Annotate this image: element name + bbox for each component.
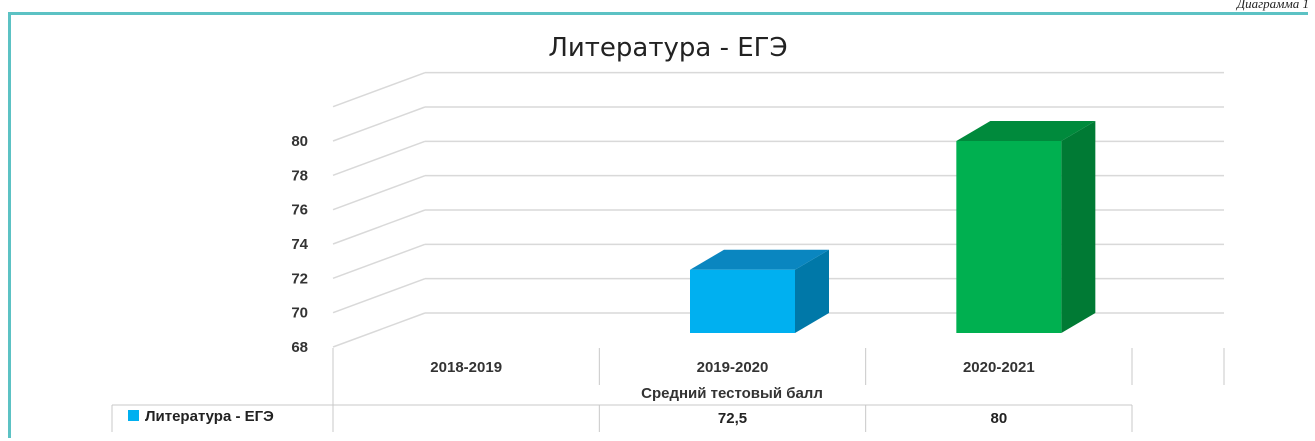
bar-top <box>690 249 829 270</box>
data-table: 2018-2019 2019-2020 2020-2021 Литература - … <box>111 348 1225 432</box>
data-value-label: 80 <box>990 410 1007 427</box>
y-tick-label: 72 <box>291 270 308 287</box>
gridline-side <box>332 71 426 108</box>
x-tick-label: 2020-2021 <box>963 359 1035 376</box>
gridline-side <box>332 209 426 245</box>
gridline-side <box>332 312 426 348</box>
legend-key <box>128 410 139 421</box>
bar-top <box>956 121 1096 141</box>
bar-2019-2020 <box>690 249 829 333</box>
data-value-label: 72,5 <box>718 410 747 427</box>
gridline-side <box>332 140 426 177</box>
x-tick-label: 2019-2020 <box>697 359 769 376</box>
bar-side <box>1061 121 1096 333</box>
gridline-side <box>332 243 426 280</box>
bars <box>690 121 1096 333</box>
gridline-side <box>332 277 426 314</box>
y-tick-label: 68 <box>291 339 308 356</box>
diagram-caption: Диаграмма 1 <box>1236 0 1309 11</box>
gridline-side <box>332 174 426 211</box>
gridline-side <box>332 106 426 142</box>
x-axis-title: Средний тестовый балл <box>641 385 823 402</box>
y-tick-label: 74 <box>291 236 308 253</box>
y-tick-label: 76 <box>291 202 308 219</box>
bar-front <box>690 269 795 333</box>
y-tick-label: 70 <box>291 305 308 322</box>
chart-title: Литература - ЕГЭ <box>548 33 787 63</box>
bar-front <box>956 141 1062 333</box>
y-tick-label: 78 <box>291 167 308 184</box>
y-tick-label: 80 <box>291 133 308 150</box>
bar-side <box>795 249 829 333</box>
y-axis-ticks: 68 70 72 74 76 78 80 <box>291 133 308 356</box>
bar-2020-2021 <box>956 121 1096 333</box>
x-tick-label: 2018-2019 <box>430 359 502 376</box>
legend-series-name: Литература - ЕГЭ <box>145 408 274 425</box>
